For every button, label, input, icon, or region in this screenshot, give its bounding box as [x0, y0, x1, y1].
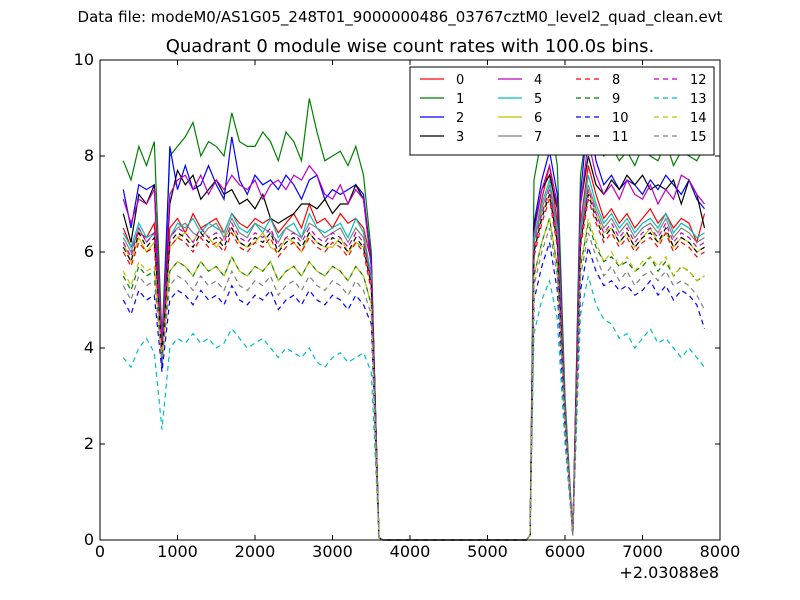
series-line-6	[122, 189, 705, 541]
legend-label-12: 12	[690, 73, 707, 88]
y-tick-label: 0	[84, 530, 94, 549]
legend-label-4: 4	[534, 73, 542, 88]
series-line-1	[122, 98, 706, 541]
legend-box	[409, 66, 715, 156]
series-line-11	[122, 194, 705, 541]
x-tick-label: 5000	[467, 542, 508, 561]
legend-label-5: 5	[534, 92, 542, 107]
series-line-3	[122, 155, 706, 541]
y-tick-label: 8	[84, 146, 94, 165]
series-line-13	[122, 275, 705, 541]
figure-suptitle: Data file: modeM0/AS1G05_248T01_90000004…	[77, 8, 723, 26]
legend-label-14: 14	[690, 111, 707, 126]
y-tick-label: 2	[84, 434, 94, 453]
series-line-2	[122, 112, 705, 541]
series-line-12	[122, 189, 705, 541]
series-line-15	[122, 227, 706, 541]
y-tick-label: 10	[74, 50, 94, 69]
x-tick-label: 2000	[235, 542, 276, 561]
chart-title: Quadrant 0 module wise count rates with …	[165, 36, 655, 57]
legend-label-15: 15	[690, 130, 707, 145]
series-line-8	[122, 199, 705, 541]
legend-label-1: 1	[456, 92, 464, 107]
series-line-14	[122, 218, 705, 541]
x-tick-label: 7000	[622, 542, 663, 561]
x-tick-label: 3000	[312, 542, 353, 561]
y-tick-label: 6	[84, 242, 94, 261]
series-line-0	[122, 165, 706, 541]
legend-label-2: 2	[456, 111, 464, 126]
legend-label-0: 0	[456, 73, 464, 88]
legend-label-7: 7	[534, 130, 542, 145]
legend-label-10: 10	[612, 111, 629, 126]
legend-label-8: 8	[612, 73, 620, 88]
x-tick-label: 4000	[390, 542, 431, 561]
x-tick-label: 6000	[545, 542, 586, 561]
series-line-9	[122, 218, 705, 541]
legend-label-3: 3	[456, 130, 464, 145]
x-tick-label: 1000	[157, 542, 198, 561]
legend-label-9: 9	[612, 92, 620, 107]
x-offset-label: +2.03088e8	[619, 563, 719, 582]
x-tick-label: 8000	[700, 542, 741, 561]
legend-label-13: 13	[690, 92, 707, 107]
legend-label-6: 6	[534, 111, 542, 126]
y-tick-label: 4	[84, 338, 94, 357]
series-layer	[122, 98, 706, 541]
x-tick-label: 0	[95, 542, 105, 561]
series-line-10	[122, 242, 706, 541]
legend-label-11: 11	[612, 130, 629, 145]
